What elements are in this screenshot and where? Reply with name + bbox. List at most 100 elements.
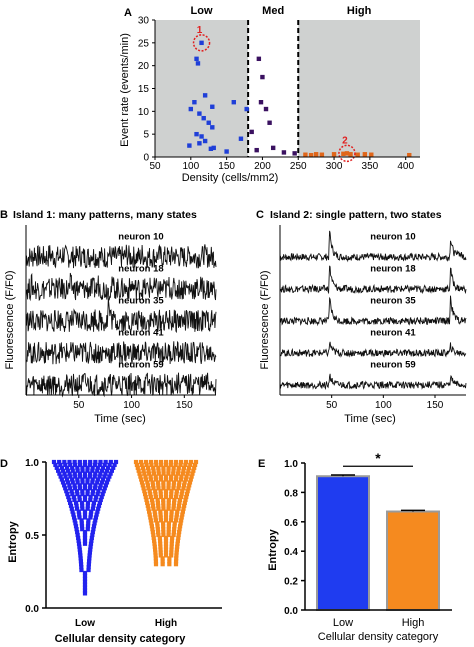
data-point-high xyxy=(174,492,179,497)
data-point-low xyxy=(92,521,97,526)
data-point-high xyxy=(161,527,166,532)
data-point-low xyxy=(78,474,83,479)
data-point-low xyxy=(79,565,84,570)
data-point-high xyxy=(161,529,166,535)
data-point-low xyxy=(75,480,80,485)
data-point-high xyxy=(151,506,156,511)
trace-line xyxy=(279,373,467,390)
data-point-low xyxy=(92,474,97,479)
data-point-high xyxy=(163,535,169,541)
data-point-high xyxy=(184,494,189,500)
x-category-label: High xyxy=(402,617,425,629)
data-point-low xyxy=(111,465,116,470)
data-point-high xyxy=(169,489,174,494)
data-point-high xyxy=(186,465,192,470)
x-tick-label: 350 xyxy=(362,161,379,172)
data-point-low xyxy=(96,489,101,494)
data-point-high xyxy=(169,512,174,517)
x-tick-label: 200 xyxy=(254,161,271,172)
data-point-high xyxy=(167,559,172,564)
data-point-high xyxy=(160,562,165,567)
data-point-low xyxy=(73,500,79,505)
bar-high xyxy=(386,510,440,612)
data-point-low xyxy=(77,547,82,552)
data-point-high xyxy=(156,506,161,511)
data-point-high xyxy=(163,541,169,546)
data-point-low xyxy=(82,497,88,503)
data-point-high xyxy=(139,462,144,468)
data-point-high xyxy=(147,471,152,476)
data-point-high xyxy=(144,462,149,468)
x-axis-title: Density (cells/mm2) xyxy=(182,172,279,184)
data-point-low xyxy=(82,579,88,584)
data-point-high xyxy=(187,483,192,488)
x-tick-label: 150 xyxy=(218,161,235,172)
data-point-low xyxy=(65,480,71,485)
data-point-high xyxy=(146,506,151,511)
data-point-low xyxy=(90,477,95,482)
data-point-low xyxy=(74,503,79,508)
data-point-high xyxy=(191,468,196,473)
data-point-high xyxy=(184,492,190,497)
data-point-high xyxy=(168,494,174,500)
data-point-low xyxy=(59,477,64,482)
data-point-high xyxy=(168,459,174,465)
data-point-low xyxy=(104,468,110,473)
data-point-med xyxy=(292,151,297,156)
data-point-low xyxy=(70,468,75,473)
data-point-high xyxy=(161,483,166,488)
data-point-low xyxy=(194,131,199,137)
data-point-high xyxy=(166,521,172,526)
data-point-high xyxy=(166,480,171,485)
data-point-high xyxy=(163,538,169,543)
data-point-high xyxy=(152,541,157,546)
data-point-high xyxy=(163,547,169,552)
data-point-low xyxy=(79,521,84,526)
data-point-low xyxy=(86,565,91,570)
data-point-high xyxy=(156,468,161,473)
data-point-high xyxy=(155,480,161,485)
data-point-high xyxy=(166,529,171,535)
data-point-high xyxy=(171,500,177,505)
data-point-high xyxy=(158,518,164,523)
data-point-low xyxy=(100,477,106,482)
data-point-high xyxy=(185,489,190,494)
data-point-low xyxy=(93,483,98,488)
neuron-label: neuron 18 xyxy=(118,263,163,274)
data-point-low xyxy=(100,465,106,470)
data-point-high xyxy=(174,474,179,479)
data-point-low xyxy=(86,521,91,526)
panel-d-label: D xyxy=(0,458,8,470)
data-point-high xyxy=(156,486,161,491)
data-point-high xyxy=(178,462,183,468)
data-point-low xyxy=(64,477,70,482)
data-point-low xyxy=(64,489,69,494)
data-point-low xyxy=(95,492,100,497)
data-point-high xyxy=(140,483,145,488)
data-point-low xyxy=(102,474,107,479)
data-point-high xyxy=(151,468,156,473)
data-point-high xyxy=(163,515,169,520)
data-point-high xyxy=(169,509,174,514)
data-point-high xyxy=(183,459,189,465)
data-point-high xyxy=(135,465,140,470)
data-point-high xyxy=(173,559,179,564)
data-point-high xyxy=(163,474,169,479)
data-point-high xyxy=(151,483,156,488)
panel-d: D 0.0 0.5 1.0 Low High Cellular density cate… xyxy=(0,458,222,645)
data-point-high xyxy=(308,152,314,158)
data-point-high xyxy=(161,497,166,503)
data-point-low xyxy=(78,553,83,558)
data-point-high xyxy=(158,494,164,500)
data-point-high xyxy=(176,483,181,488)
data-point-high xyxy=(186,486,191,491)
data-point-low xyxy=(208,146,214,151)
data-point-high xyxy=(362,152,368,157)
data-point-high xyxy=(163,512,169,517)
data-point-high xyxy=(157,535,162,541)
callouts: 12 xyxy=(192,25,356,163)
data-point-low xyxy=(73,521,78,526)
data-point-high xyxy=(193,459,199,465)
data-point-high xyxy=(152,538,157,543)
x-category-label: Low xyxy=(75,618,95,629)
